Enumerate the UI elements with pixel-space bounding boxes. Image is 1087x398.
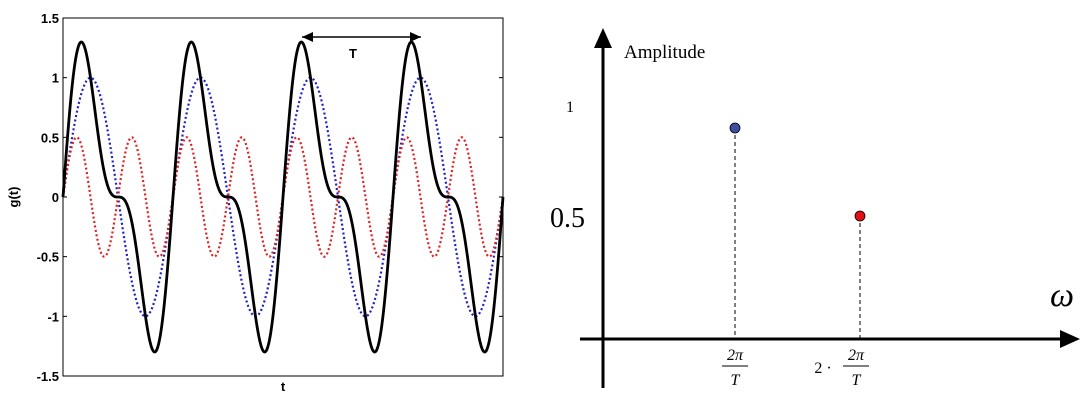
svg-text:2 ·: 2 · <box>814 360 831 377</box>
svg-text:T: T <box>731 372 741 389</box>
series-half-sin-2x <box>61 136 505 258</box>
svg-text:T: T <box>852 372 862 389</box>
xtick-2-times-2pi-over-T: 2 · 2π T <box>814 347 869 389</box>
ytick-label: -0.5 <box>37 250 59 265</box>
period-label: T <box>349 46 357 61</box>
time-domain-chart: -1.5 -1 -0.5 0 0.5 1 1.5 g(t) t T <box>6 11 505 394</box>
horizontal-axis <box>580 330 1080 348</box>
period-arrow <box>302 32 421 42</box>
omega-axis-label: ω <box>1050 277 1074 314</box>
amplitude-axis-label: Amplitude <box>624 42 705 63</box>
stem-point-2 <box>854 210 866 222</box>
ytick-label: 1 <box>52 71 59 86</box>
ytick-label: -1.5 <box>37 369 59 384</box>
ytick-label: 0.5 <box>41 130 59 145</box>
ytick-0-5: 0.5 <box>550 203 585 234</box>
x-axis-label: t <box>281 379 286 394</box>
ytick-label: 1.5 <box>41 11 59 26</box>
series-sin <box>61 76 505 318</box>
ytick-label: -1 <box>47 309 59 324</box>
stem-point-1 <box>729 122 741 134</box>
svg-text:2π: 2π <box>727 347 744 364</box>
series-sum <box>61 40 505 354</box>
svg-text:2π: 2π <box>848 347 865 364</box>
ytick-label: 0 <box>52 190 59 205</box>
y-axis-label: g(t) <box>6 187 21 208</box>
xtick-2pi-over-T: 2π T <box>722 347 748 389</box>
vertical-axis <box>594 28 612 388</box>
ytick-1: 1 <box>566 99 574 116</box>
